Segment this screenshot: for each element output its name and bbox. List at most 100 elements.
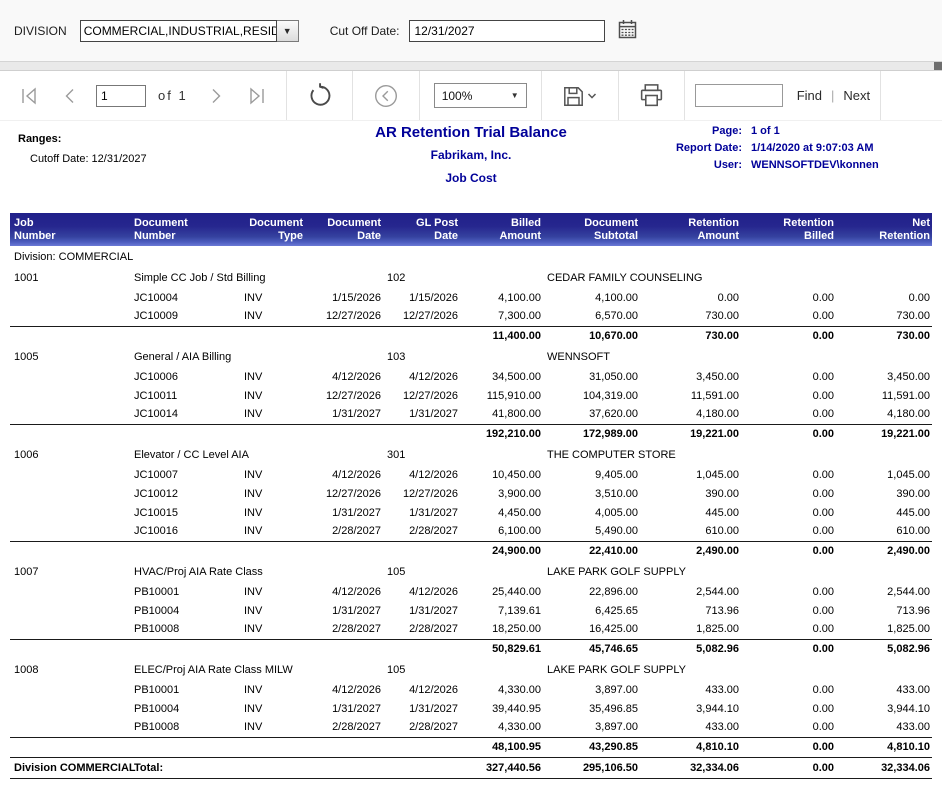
- job-class-code-cell: 103: [387, 350, 406, 363]
- find-text-input[interactable]: [694, 84, 783, 107]
- division-total-value-cell: 295,106.50: [543, 756, 640, 779]
- job-total-row: 24,900.00 22,410.00 2,490.00 0.00 2,490.00: [10, 540, 932, 561]
- retention-billed-cell: 0.00: [812, 310, 834, 323]
- next-page-button[interactable]: [205, 85, 227, 107]
- retention-billed-cell: 0.00: [812, 291, 834, 304]
- document-date-cell: 12/27/2026: [325, 487, 381, 500]
- company-name: Fabrikam, Inc.: [430, 148, 512, 162]
- current-page-input[interactable]: [96, 84, 146, 107]
- table-cell: [741, 346, 932, 367]
- billed-amount-cell: 4,450.00: [498, 506, 541, 519]
- job-total-cell: 0.00: [741, 423, 836, 444]
- column-header: Document Type: [240, 213, 305, 246]
- retention-billed-cell: 0.00: [812, 525, 834, 538]
- meta-page-row: Page: 1 of 1: [642, 125, 938, 137]
- table-cell: [10, 680, 130, 699]
- splitter-handle[interactable]: [934, 62, 942, 70]
- next-link[interactable]: Next: [843, 88, 871, 103]
- document-subtotal-cell: 9,405.00: [595, 468, 638, 481]
- save-icon: [563, 86, 596, 106]
- document-subtotal-cell: 3,510.00: [595, 487, 638, 500]
- page-label: Page:: [712, 125, 742, 137]
- retention-billed-cell: 0.00: [812, 408, 834, 421]
- retention-billed-cell: 0.00: [812, 506, 834, 519]
- document-subtotal-cell: 22,896.00: [589, 585, 638, 598]
- document-subtotal-cell: 3,897.00: [595, 721, 638, 734]
- cutoff-date-input[interactable]: [408, 19, 605, 42]
- job-total-row: 192,210.00 172,989.00 19,221.00 0.00 19,221.…: [10, 423, 932, 444]
- column-header: Net Retention: [836, 213, 932, 246]
- document-number-cell: JC10012: [134, 487, 179, 500]
- division-dropdown-button[interactable]: ▼: [276, 19, 299, 42]
- document-row: JC10012 INV 12/27/2026 12/27/2026 3,900.00 3,…: [10, 484, 932, 503]
- job-total-cell: 24,900.00: [460, 540, 543, 561]
- retention-billed-cell: 0.00: [812, 585, 834, 598]
- column-header: Document Number: [130, 213, 240, 246]
- table-cell: [741, 561, 932, 582]
- retention-amount-cell: 2,544.00: [696, 585, 739, 598]
- calendar-picker-button[interactable]: [617, 18, 638, 43]
- document-date-cell: 1/31/2027: [332, 604, 381, 617]
- gl-post-date-cell: 1/31/2027: [409, 408, 458, 421]
- zoom-select[interactable]: 100% ▼: [433, 83, 527, 108]
- calendar-icon: [618, 20, 636, 39]
- document-row: JC10015 INV 1/31/2027 1/31/2027 4,450.00 4,00…: [10, 503, 932, 522]
- job-total-cell: 0.00: [741, 540, 836, 561]
- column-header-row: Job Number Document Number Document Type Docum…: [10, 213, 932, 246]
- module-name: Job Cost: [445, 171, 497, 185]
- report-meta: Page: 1 of 1 Report Date: 1/14/2020 at 9…: [642, 125, 938, 176]
- report-date-value: 1/14/2020 at 9:07:03 AM: [751, 142, 874, 154]
- job-number-cell: 1001: [14, 271, 39, 284]
- job-header-row: 1001 Simple CC Job / Std Billing 102 CEDAR …: [10, 267, 932, 288]
- document-row: JC10016 INV 2/28/2027 2/28/2027 6,100.00 5,49…: [10, 522, 932, 541]
- report-body: Ranges: Cutoff Date: 12/31/2027 AR Reten…: [0, 121, 942, 779]
- billed-amount-cell: 6,100.00: [498, 525, 541, 538]
- document-date-cell: 1/15/2026: [332, 291, 381, 304]
- document-subtotal-cell: 5,490.00: [595, 525, 638, 538]
- gl-post-date-cell: 1/15/2026: [409, 291, 458, 304]
- document-type-cell: INV: [244, 408, 263, 421]
- column-header: Document Date: [305, 213, 383, 246]
- document-date-cell: 1/31/2027: [332, 702, 381, 715]
- back-arrow-icon: [374, 84, 397, 107]
- back-to-parent-button[interactable]: [372, 82, 400, 110]
- last-page-button[interactable]: [245, 85, 267, 107]
- page-count-label: of 1: [158, 88, 188, 103]
- document-type-cell: INV: [244, 604, 263, 617]
- document-type-cell: INV: [244, 683, 263, 696]
- gl-post-date-cell: 4/12/2026: [409, 370, 458, 383]
- document-number-cell: JC10004: [134, 291, 179, 304]
- document-number-cell: PB10004: [134, 604, 180, 617]
- retention-amount-cell: 433.00: [705, 721, 739, 734]
- division-dropdown-value[interactable]: COMMERCIAL,INDUSTRIAL,RESID: [79, 19, 277, 42]
- chevron-right-icon: [212, 88, 221, 103]
- find-link[interactable]: Find: [796, 88, 822, 103]
- export-group: [542, 71, 618, 120]
- printer-icon: [640, 84, 662, 107]
- job-description-cell: Simple CC Job / Std Billing: [134, 271, 266, 284]
- document-date-cell: 4/12/2026: [332, 468, 381, 481]
- document-subtotal-cell: 16,425.00: [589, 623, 638, 636]
- find-next-separator: |: [830, 88, 835, 103]
- ranges-label: Ranges:: [18, 133, 62, 145]
- document-type-cell: INV: [244, 487, 263, 500]
- division-dropdown[interactable]: COMMERCIAL,INDUSTRIAL,RESID ▼: [79, 19, 299, 42]
- customer-name-cell: WENNSOFT: [547, 350, 610, 363]
- retention-billed-cell: 0.00: [812, 721, 834, 734]
- document-row: PB10001 INV 4/12/2026 4/12/2026 25,440.00 22,…: [10, 582, 932, 601]
- user-label: User:: [713, 159, 742, 171]
- document-subtotal-cell: 104,319.00: [582, 389, 638, 402]
- billed-amount-cell: 4,330.00: [498, 721, 541, 734]
- table-cell: [10, 386, 130, 405]
- job-class-code-cell: 105: [387, 565, 406, 578]
- net-retention-cell: 0.00: [908, 291, 930, 304]
- save-export-button[interactable]: [561, 84, 599, 108]
- print-button[interactable]: [638, 82, 665, 109]
- refresh-button[interactable]: [306, 82, 333, 109]
- job-total-cell: 50,829.61: [460, 638, 543, 659]
- first-page-button[interactable]: [19, 85, 41, 107]
- document-row: PB10004 INV 1/31/2027 1/31/2027 39,440.95 35,…: [10, 699, 932, 718]
- previous-page-button[interactable]: [59, 85, 81, 107]
- billed-amount-cell: 3,900.00: [498, 487, 541, 500]
